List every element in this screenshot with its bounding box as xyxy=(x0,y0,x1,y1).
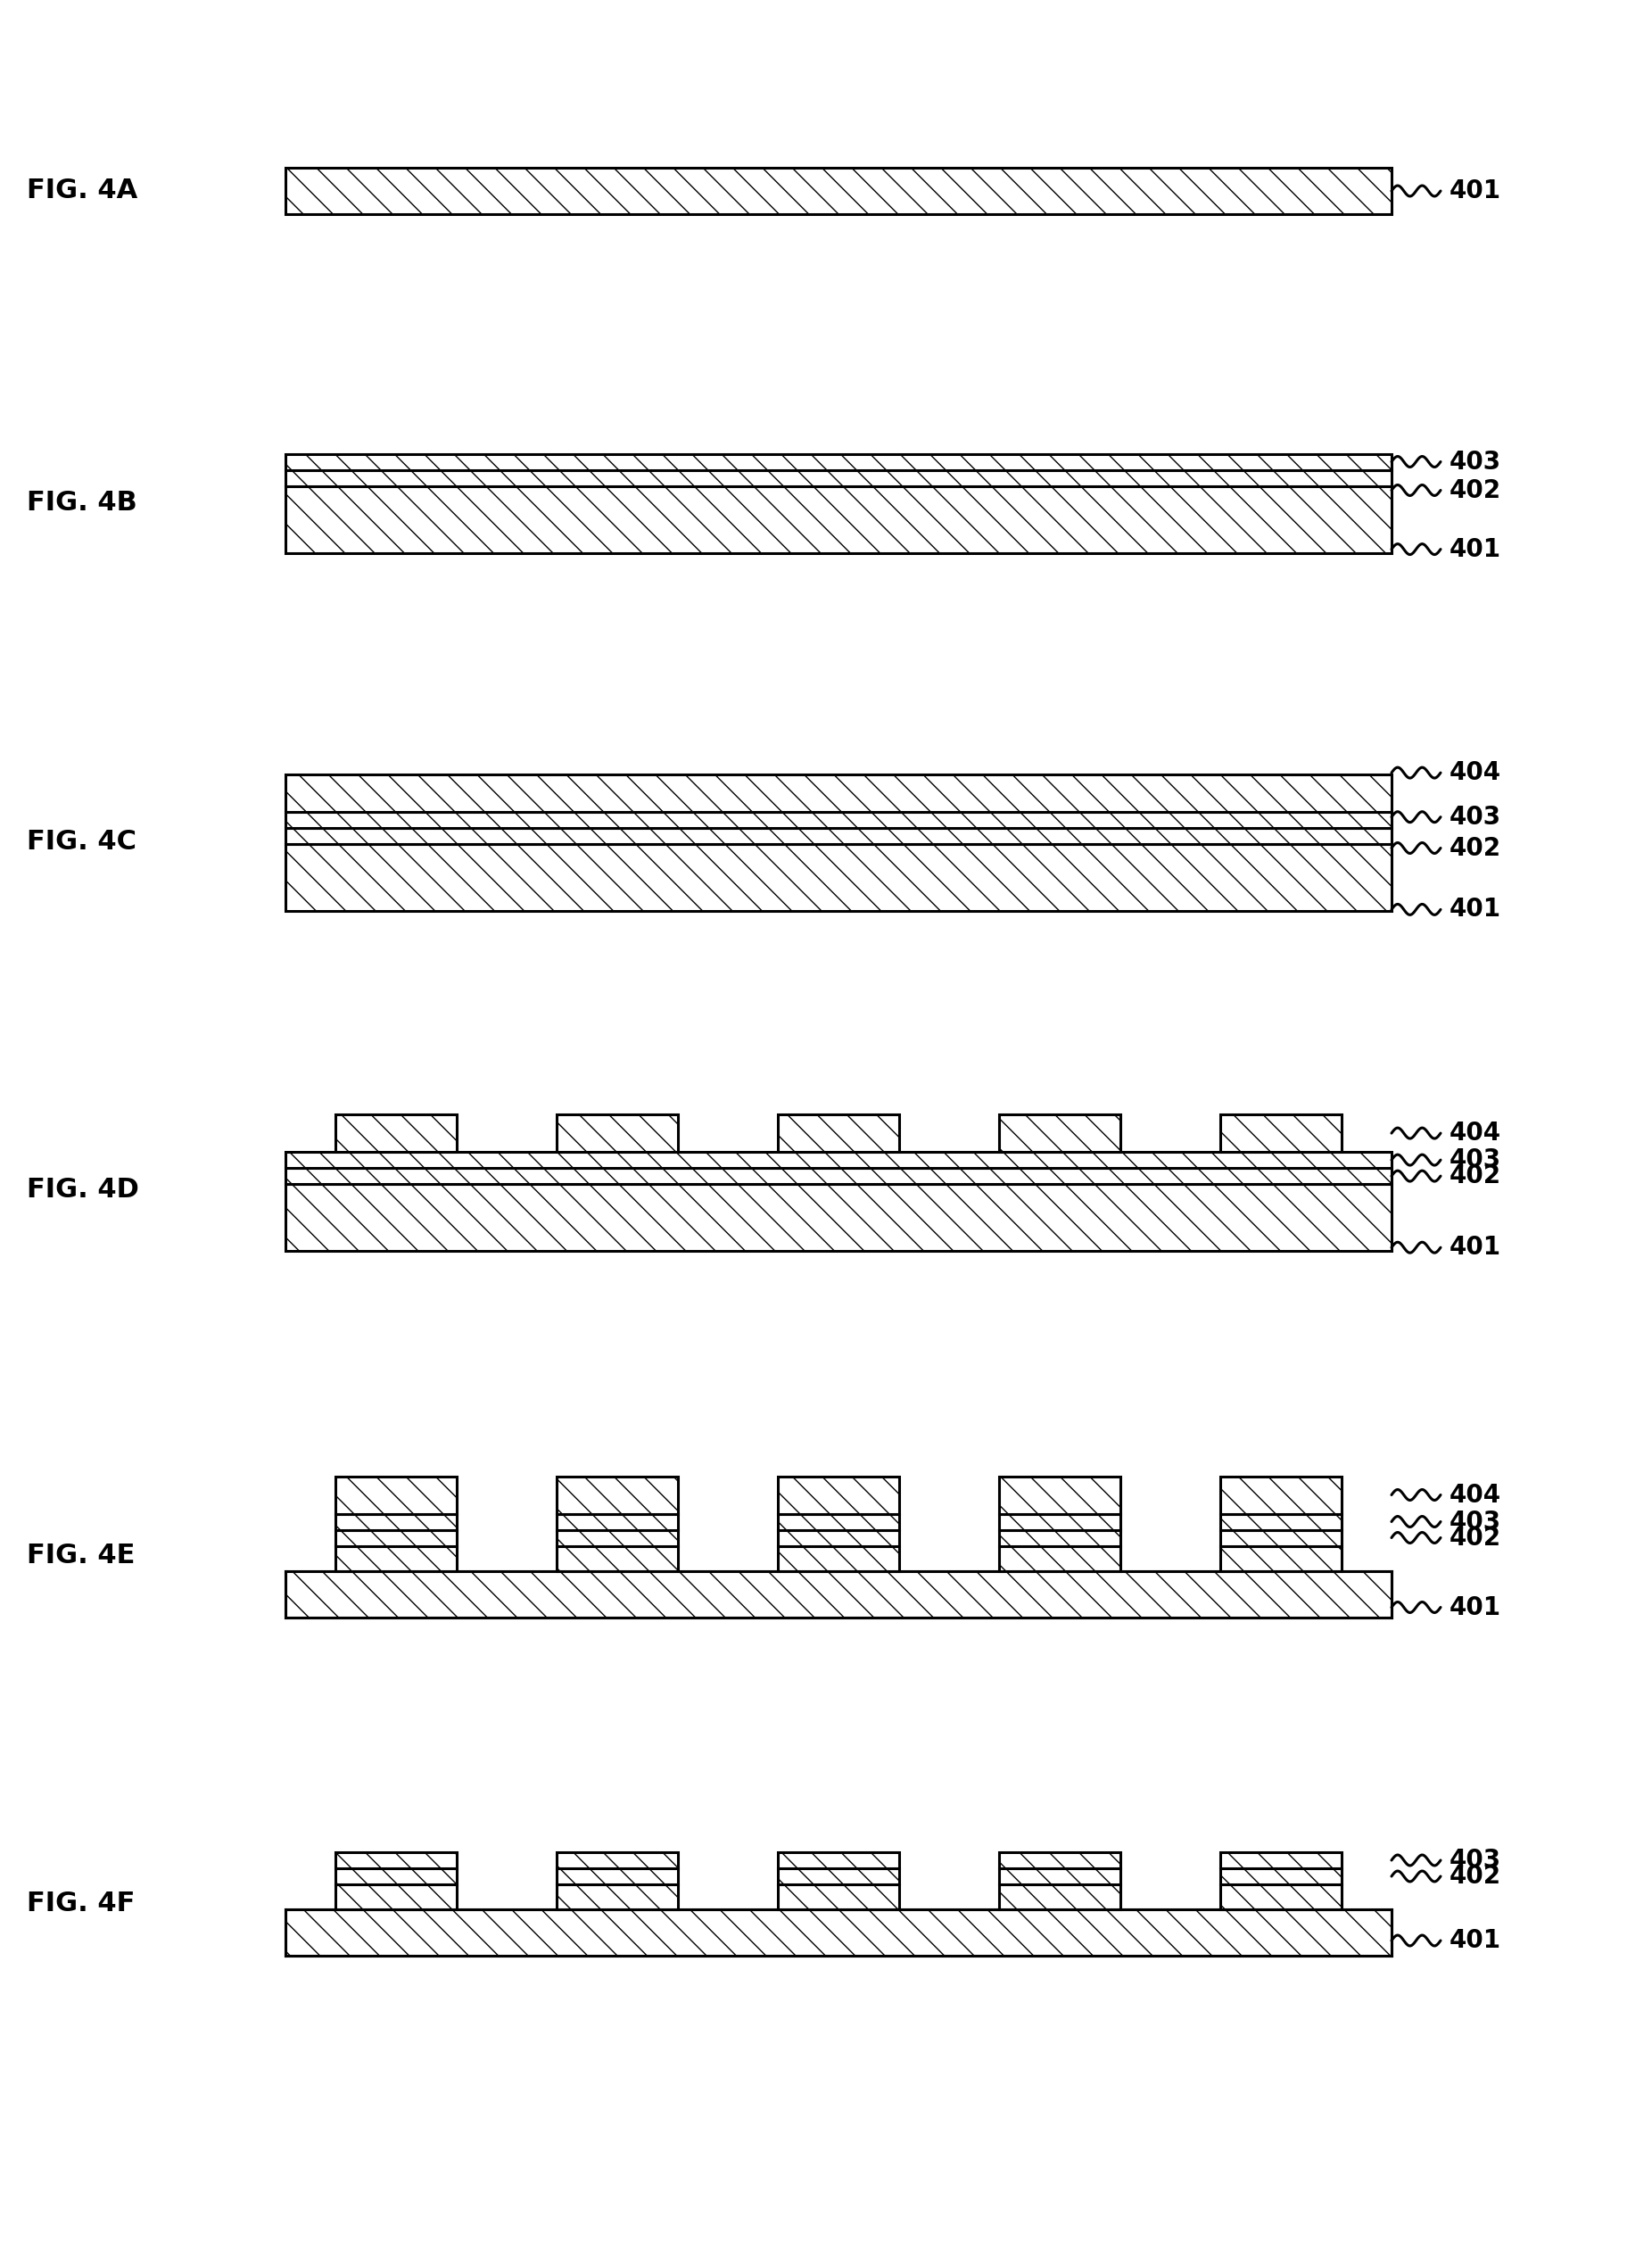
Text: 403: 403 xyxy=(1449,805,1502,830)
Bar xyxy=(999,1476,1120,1514)
Bar xyxy=(778,1530,899,1545)
Bar xyxy=(1221,1868,1341,1884)
Bar xyxy=(778,1853,899,1868)
Bar xyxy=(286,168,1391,213)
Bar xyxy=(557,1853,677,1868)
Bar xyxy=(1221,1530,1341,1545)
Bar xyxy=(335,1530,458,1545)
Text: FIG. 4A: FIG. 4A xyxy=(26,177,137,204)
Bar xyxy=(778,1545,899,1570)
Text: 401: 401 xyxy=(1449,179,1502,204)
Bar xyxy=(286,843,1391,911)
Bar xyxy=(286,1153,1391,1169)
Text: 403: 403 xyxy=(1449,449,1502,473)
Text: 403: 403 xyxy=(1449,1848,1502,1873)
Bar xyxy=(1221,1476,1341,1514)
Bar xyxy=(286,453,1391,469)
Bar xyxy=(999,1853,1120,1868)
Text: FIG. 4C: FIG. 4C xyxy=(26,830,137,855)
Text: 402: 402 xyxy=(1449,1525,1502,1550)
Text: FIG. 4B: FIG. 4B xyxy=(26,491,137,516)
Bar xyxy=(999,1530,1120,1545)
Text: 404: 404 xyxy=(1449,760,1502,785)
Bar xyxy=(1221,1514,1341,1530)
Bar xyxy=(557,1545,677,1570)
Bar xyxy=(999,1514,1120,1530)
Bar xyxy=(286,1909,1391,1956)
Bar xyxy=(778,1115,899,1153)
Bar xyxy=(1221,1853,1341,1868)
Bar xyxy=(335,1115,458,1153)
Bar xyxy=(557,1476,677,1514)
Text: 402: 402 xyxy=(1449,478,1502,502)
Bar xyxy=(1221,1884,1341,1909)
Bar xyxy=(778,1868,899,1884)
Text: 404: 404 xyxy=(1449,1483,1502,1507)
Bar xyxy=(778,1476,899,1514)
Text: 402: 402 xyxy=(1449,1864,1502,1889)
Bar xyxy=(335,1884,458,1909)
Bar xyxy=(335,1868,458,1884)
Text: 401: 401 xyxy=(1449,1236,1502,1261)
Bar xyxy=(286,469,1391,487)
Bar xyxy=(286,774,1391,812)
Bar xyxy=(335,1853,458,1868)
Bar xyxy=(999,1545,1120,1570)
Bar xyxy=(335,1476,458,1514)
Text: 401: 401 xyxy=(1449,1595,1502,1619)
Bar xyxy=(335,1545,458,1570)
Bar xyxy=(286,812,1391,828)
Bar xyxy=(778,1514,899,1530)
Text: 402: 402 xyxy=(1449,1164,1502,1189)
Bar xyxy=(999,1115,1120,1153)
Bar xyxy=(286,487,1391,552)
Bar xyxy=(557,1884,677,1909)
Bar xyxy=(1221,1545,1341,1570)
Bar xyxy=(1221,1115,1341,1153)
Bar xyxy=(286,828,1391,843)
Bar xyxy=(557,1514,677,1530)
Text: 401: 401 xyxy=(1449,897,1502,922)
Bar xyxy=(557,1530,677,1545)
Text: 404: 404 xyxy=(1449,1122,1502,1146)
Bar xyxy=(557,1115,677,1153)
Text: 403: 403 xyxy=(1449,1510,1502,1534)
Text: FIG. 4E: FIG. 4E xyxy=(26,1543,135,1568)
Text: 403: 403 xyxy=(1449,1148,1502,1173)
Bar xyxy=(999,1868,1120,1884)
Bar xyxy=(286,1570,1391,1617)
Text: 401: 401 xyxy=(1449,1929,1502,1954)
Bar xyxy=(335,1514,458,1530)
Text: FIG. 4D: FIG. 4D xyxy=(26,1178,139,1202)
Bar xyxy=(557,1868,677,1884)
Bar xyxy=(286,1184,1391,1252)
Text: FIG. 4F: FIG. 4F xyxy=(26,1891,135,1918)
Bar xyxy=(778,1884,899,1909)
Text: 402: 402 xyxy=(1449,837,1502,861)
Bar xyxy=(999,1884,1120,1909)
Text: 401: 401 xyxy=(1449,536,1502,561)
Bar xyxy=(286,1169,1391,1184)
